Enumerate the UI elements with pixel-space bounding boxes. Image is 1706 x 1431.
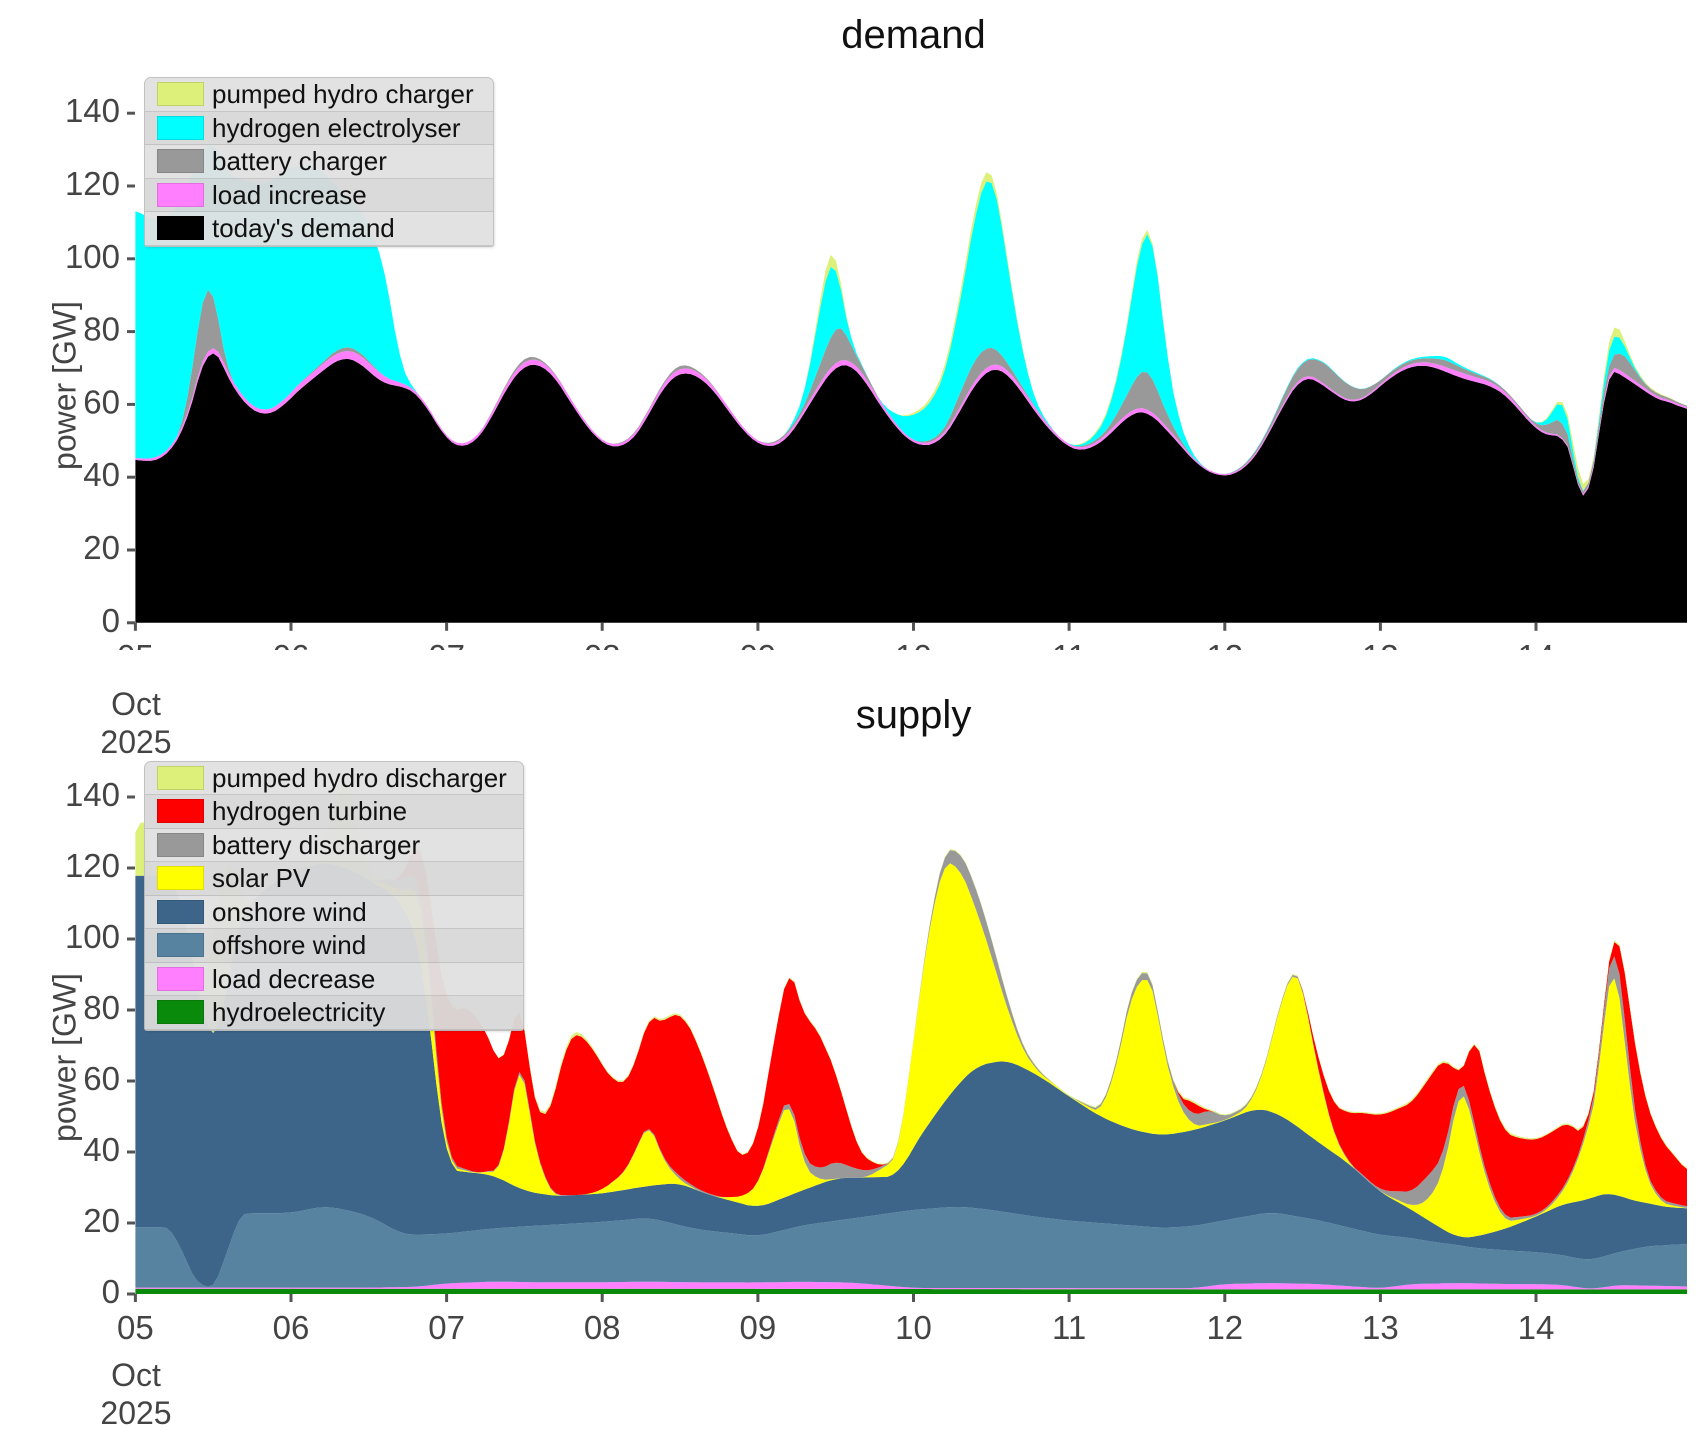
svg-text:140: 140 <box>65 92 120 129</box>
svg-text:40: 40 <box>83 1131 120 1168</box>
svg-text:120: 120 <box>65 847 120 884</box>
svg-text:05: 05 <box>117 1309 154 1346</box>
svg-text:08: 08 <box>584 1309 621 1346</box>
svg-text:10: 10 <box>895 638 932 650</box>
svg-text:07: 07 <box>428 638 465 650</box>
svg-text:20: 20 <box>83 1202 120 1239</box>
svg-text:0: 0 <box>102 1273 120 1310</box>
svg-text:11: 11 <box>1052 1309 1086 1346</box>
svg-text:20: 20 <box>83 529 120 566</box>
svg-text:60: 60 <box>83 1060 120 1097</box>
svg-text:12: 12 <box>1206 638 1243 650</box>
svg-text:40: 40 <box>83 456 120 493</box>
svg-text:140: 140 <box>65 776 120 813</box>
svg-text:13: 13 <box>1362 638 1399 650</box>
svg-text:07: 07 <box>428 1309 465 1346</box>
svg-text:10: 10 <box>895 1309 932 1346</box>
svg-text:08: 08 <box>584 638 621 650</box>
svg-text:80: 80 <box>83 311 120 348</box>
svg-text:09: 09 <box>740 638 777 650</box>
svg-text:0: 0 <box>102 602 120 639</box>
svg-text:06: 06 <box>273 638 310 650</box>
svg-text:14: 14 <box>1518 1309 1555 1346</box>
svg-text:09: 09 <box>740 1309 777 1346</box>
svg-text:06: 06 <box>273 1309 310 1346</box>
svg-text:12: 12 <box>1206 1309 1243 1346</box>
svg-text:14: 14 <box>1518 638 1555 650</box>
svg-text:05: 05 <box>117 638 154 650</box>
svg-text:80: 80 <box>83 989 120 1026</box>
svg-text:13: 13 <box>1362 1309 1399 1346</box>
svg-text:11: 11 <box>1052 638 1086 650</box>
svg-text:120: 120 <box>65 165 120 202</box>
svg-text:60: 60 <box>83 383 120 420</box>
